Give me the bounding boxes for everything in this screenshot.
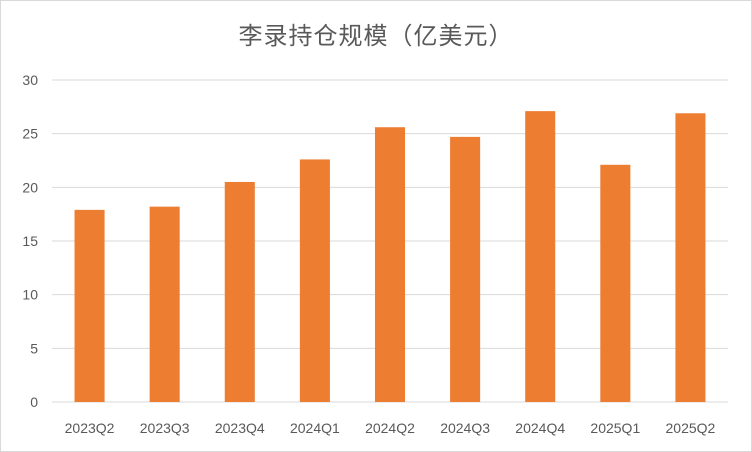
bar-2024Q4 <box>525 111 556 403</box>
x-axis-ticks: 2023Q2 2023Q3 2023Q4 2024Q1 2024Q2 2024Q3 2024… <box>65 420 716 436</box>
chart-title: 李录持仓规模（亿美元） <box>238 22 514 50</box>
bar-2023Q2 <box>74 209 105 402</box>
x-tick-label: 2024Q3 <box>440 420 490 436</box>
y-tick-label: 5 <box>30 340 38 356</box>
bar-2024Q1 <box>299 159 330 402</box>
y-tick-label: 10 <box>22 287 38 303</box>
bar-2024Q3 <box>450 136 481 403</box>
bar-2025Q1 <box>600 164 631 402</box>
x-tick-label: 2025Q2 <box>666 420 716 436</box>
bars <box>74 111 706 403</box>
y-tick-label: 25 <box>22 126 38 142</box>
y-axis-ticks: 0 5 10 15 20 25 30 <box>22 72 38 410</box>
x-tick-label: 2023Q2 <box>65 420 115 436</box>
x-tick-label: 2023Q3 <box>140 420 190 436</box>
x-tick-label: 2024Q1 <box>290 420 340 436</box>
x-tick-label: 2024Q4 <box>515 420 565 436</box>
x-tick-label: 2023Q4 <box>215 420 265 436</box>
bar-2024Q2 <box>374 127 406 402</box>
y-tick-label: 30 <box>22 72 38 88</box>
x-tick-label: 2025Q1 <box>590 420 640 436</box>
y-tick-label: 15 <box>22 233 38 249</box>
bar-2023Q4 <box>224 181 255 402</box>
bar-2025Q2 <box>675 113 706 403</box>
bar-2023Q3 <box>149 206 180 402</box>
y-tick-label: 20 <box>22 179 38 195</box>
y-tick-label: 0 <box>30 394 38 410</box>
x-tick-label: 2024Q2 <box>365 420 415 436</box>
